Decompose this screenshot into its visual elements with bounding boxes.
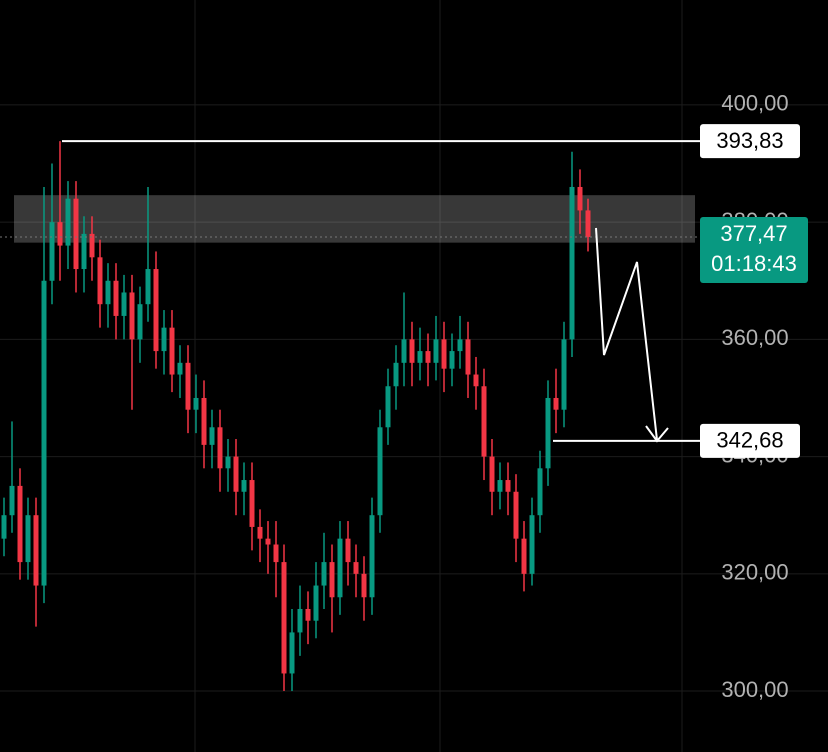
- plot: [0, 140, 700, 692]
- candle-body: [489, 456, 495, 492]
- candle-body: [585, 210, 591, 237]
- candle-body: [73, 198, 79, 270]
- candle-body: [321, 562, 327, 586]
- candle-body: [177, 362, 183, 375]
- candle-body: [97, 257, 103, 305]
- candle-body: [481, 386, 487, 457]
- candle-body: [329, 562, 335, 598]
- candle-body: [393, 362, 399, 387]
- current-price-label: 377,47: [720, 221, 787, 246]
- candle-body: [233, 456, 239, 492]
- candle-body: [529, 515, 535, 574]
- candle-body: [297, 608, 303, 633]
- candle-body: [577, 186, 583, 211]
- candle-body: [209, 427, 215, 445]
- candle-body: [465, 339, 471, 375]
- candle-body: [153, 269, 159, 352]
- candle-body: [17, 485, 23, 563]
- candle-body: [225, 456, 231, 469]
- candle-body: [81, 233, 87, 270]
- candle-body: [385, 386, 391, 428]
- candle-body: [201, 397, 207, 445]
- candle-body: [25, 515, 31, 563]
- candle-body: [1, 515, 7, 539]
- candle-body: [569, 186, 575, 340]
- level-label-box: [700, 124, 800, 159]
- candle-body: [409, 339, 415, 363]
- candle-body: [369, 515, 375, 598]
- candle-body: [169, 327, 175, 375]
- level-label: 342,68: [716, 428, 783, 453]
- candle-body: [265, 538, 271, 545]
- candle-body: [145, 269, 151, 305]
- candle-body: [417, 351, 423, 363]
- candle-body: [425, 351, 431, 363]
- candle-body: [129, 292, 135, 340]
- candle-body: [281, 562, 287, 674]
- candle-body: [241, 480, 247, 492]
- price-axis: 300,00320,00340,00360,00380,00400,00377,…: [700, 91, 808, 702]
- candle-body: [313, 585, 319, 621]
- candle-body: [137, 304, 143, 340]
- candle-body: [353, 562, 359, 574]
- candle-body: [433, 339, 439, 363]
- candle-body: [457, 339, 463, 352]
- arrow-head: [645, 425, 669, 443]
- current-price-box: [700, 216, 808, 283]
- candle-body: [57, 222, 63, 246]
- candle-body: [545, 397, 551, 469]
- candle-body: [449, 351, 455, 369]
- candle-body: [441, 339, 447, 369]
- level-label-box: [700, 423, 800, 458]
- candle-body: [377, 427, 383, 516]
- y-tick-label: 300,00: [721, 677, 788, 702]
- candle-body: [289, 632, 295, 674]
- candle-body: [89, 233, 95, 258]
- candle-body: [161, 327, 167, 352]
- candle-body: [553, 397, 559, 410]
- candle-body: [105, 280, 111, 305]
- candle-body: [185, 362, 191, 410]
- candle-body: [505, 480, 511, 492]
- candle-body: [513, 491, 519, 539]
- candle-body: [537, 468, 543, 516]
- candle-body: [361, 573, 367, 598]
- candle-body: [41, 280, 47, 586]
- candle-body: [33, 515, 39, 586]
- candle-body: [521, 538, 527, 574]
- drawn-arrow: [595, 227, 658, 441]
- y-tick-label: 320,00: [721, 560, 788, 585]
- level-label: 393,83: [716, 128, 783, 153]
- candle-body: [257, 526, 263, 539]
- candle-body: [473, 374, 479, 387]
- candle-body: [65, 198, 71, 246]
- y-tick-label: 360,00: [721, 325, 788, 350]
- candle-body: [121, 292, 127, 316]
- countdown-label: 01:18:43: [711, 251, 797, 276]
- resistance-zone: [14, 195, 695, 243]
- candle-body: [337, 538, 343, 598]
- y-tick-label: 400,00: [721, 91, 788, 116]
- candle-body: [217, 427, 223, 469]
- candle-body: [9, 485, 15, 516]
- candle-body: [345, 538, 351, 563]
- candle-body: [249, 480, 255, 527]
- candle-body: [497, 480, 503, 492]
- candle-body: [401, 339, 407, 363]
- candle-body: [193, 397, 199, 410]
- candle-body: [113, 280, 119, 316]
- candle-body: [273, 544, 279, 563]
- candle-body: [305, 608, 311, 621]
- candle-body: [49, 222, 55, 281]
- candle-body: [561, 339, 567, 410]
